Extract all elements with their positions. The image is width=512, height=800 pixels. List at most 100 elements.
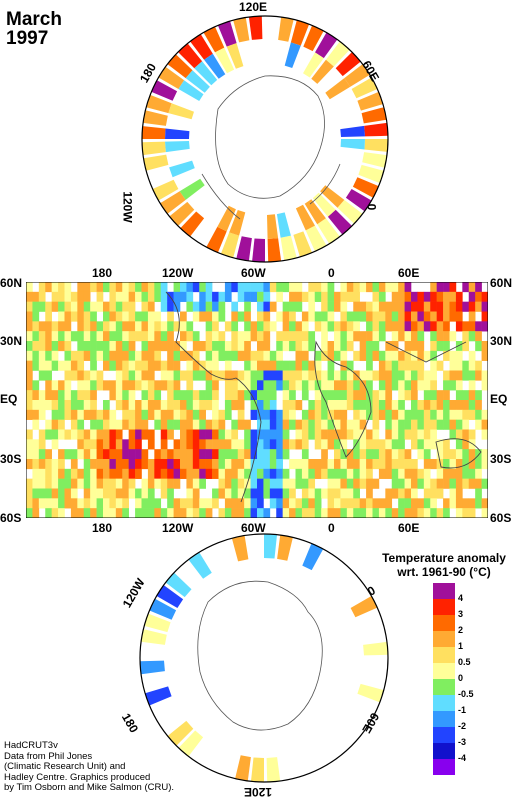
anomaly-cell [327,508,335,518]
anomaly-cell [391,400,399,411]
anomaly-cell [263,390,271,401]
anomaly-cell [257,409,264,420]
anomaly-cell [359,390,367,401]
anomaly-cell [83,400,91,411]
anomaly-cell [186,291,194,302]
anomaly-cell [475,341,482,352]
anomaly-cell [346,341,354,352]
anomaly-cell [64,301,72,312]
anomaly-cell [51,419,59,430]
anomaly-cell [45,370,52,381]
anomaly-cell [468,498,476,509]
anomaly-cell [231,390,239,401]
anomaly-cell [45,449,52,460]
anomaly-cell [90,390,97,401]
anomaly-cell [353,419,360,430]
legend-title: Temperature anomaly wrt. 1961-90 (°C) [378,551,510,579]
anomaly-cell [455,350,463,361]
anomaly-cell [359,350,367,361]
anomaly-cell [186,400,194,411]
anomaly-cell [455,370,463,381]
anomaly-cell [359,311,367,322]
anomaly-cell [218,429,226,440]
anomaly-cell [26,360,33,371]
anomaly-cell [180,390,187,401]
polar-anomaly-cell [235,755,251,781]
anomaly-cell [70,478,78,489]
anomaly-cell [282,419,290,430]
anomaly-cell [83,439,91,450]
polar-anomaly-cell [220,232,240,258]
anomaly-cell [436,341,444,352]
anomaly-cell [237,380,245,391]
anomaly-cell [404,370,412,381]
anomaly-cell [244,321,251,332]
anomaly-cell [115,439,123,450]
legend-swatch [433,679,455,695]
anomaly-cell [135,488,142,499]
anomaly-cell [115,459,123,470]
anomaly-cell [443,331,450,342]
eq-bottom-label-60e: 60E [398,521,420,535]
anomaly-cell [237,488,245,499]
polar-anomaly-cell [178,80,204,101]
anomaly-cell [353,291,360,302]
anomaly-cell [83,282,91,293]
anomaly-cell [263,331,271,342]
anomaly-cell [205,439,213,450]
polar-anomaly-cell [295,204,315,231]
anomaly-cell [103,419,110,430]
anomaly-cell [192,439,200,450]
anomaly-cell [122,459,129,470]
anomaly-cell [205,321,213,332]
anomaly-cell [378,439,386,450]
anomaly-cell [430,341,437,352]
anomaly-cell [269,498,277,509]
anomaly-cell [449,301,457,312]
anomaly-cell [122,301,129,312]
anomaly-cell [141,390,149,401]
anomaly-cell [115,498,123,509]
anomaly-cell [372,341,380,352]
anomaly-cell [263,370,271,381]
anomaly-cell [103,350,110,361]
anomaly-cell [70,409,78,420]
anomaly-cell [70,488,78,499]
anomaly-cell [443,478,450,489]
anomaly-cell [436,331,444,342]
anomaly-cell [263,282,271,293]
anomaly-cell [250,321,258,332]
anomaly-cell [212,439,219,450]
anomaly-cell [212,390,219,401]
anomaly-cell [301,380,309,391]
anomaly-cell [378,321,386,332]
anomaly-cell [321,508,328,518]
anomaly-cell [430,429,437,440]
anomaly-cell [359,439,367,450]
anomaly-cell [237,311,245,322]
anomaly-cell [411,478,418,489]
anomaly-cell [455,291,463,302]
anomaly-cell [244,380,251,391]
anomaly-cell [430,360,437,371]
anomaly-cell [455,419,463,430]
anomaly-cell [180,370,187,381]
anomaly-cell [276,360,283,371]
legend-label: -0.5 [458,689,474,699]
anomaly-cell [186,429,194,440]
anomaly-cell [481,498,488,509]
anomaly-cell [51,291,59,302]
anomaly-cell [289,282,296,293]
anomaly-cell [462,419,470,430]
anomaly-cell [160,380,168,391]
anomaly-cell [64,498,72,509]
anomaly-cell [64,370,72,381]
anomaly-cell [167,370,174,381]
anomaly-cell [321,341,328,352]
anomaly-cell [462,331,470,342]
polar-anomaly-cell [165,128,190,139]
anomaly-cell [353,439,360,450]
anomaly-cell [276,508,283,518]
anomaly-cell [96,429,104,440]
anomaly-cell [205,282,213,293]
